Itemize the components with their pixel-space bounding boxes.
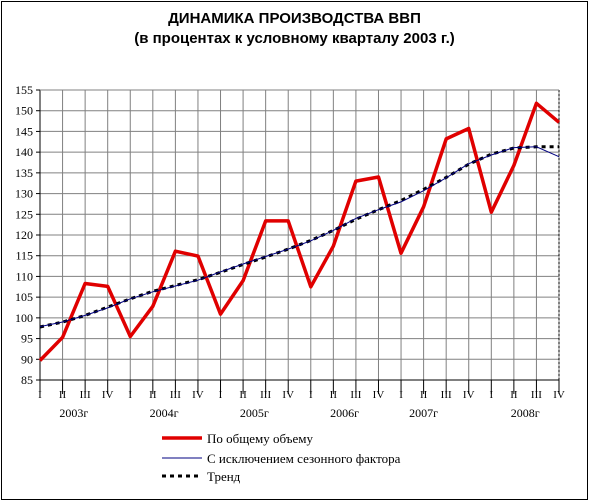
y-tick-label: 135: [15, 166, 33, 180]
series-line-1: [38, 101, 561, 362]
y-axis-tick-labels: 85 90 95 100 105 110 115 120 125 130 135 140 145 150 1…: [15, 83, 33, 387]
x-year-label: 2008г: [511, 406, 540, 420]
x-quarter-label: I: [309, 389, 313, 401]
y-tick-label: 150: [15, 104, 33, 118]
x-year-label: 2004г: [150, 406, 179, 420]
x-quarter-label: I: [128, 389, 132, 401]
series-layer: [38, 101, 561, 362]
x-quarter-label: IV: [192, 389, 204, 401]
plot-grid: [39, 89, 560, 381]
y-tick-label: 115: [15, 249, 33, 263]
x-quarter-label: I: [399, 389, 403, 401]
chart-title: ДИНАМИКА ПРОИЗВОДСТВА ВВП: [168, 10, 421, 27]
y-tick-label: 95: [21, 332, 33, 346]
x-quarter-label: I: [219, 389, 223, 401]
x-quarter-label: IV: [553, 389, 565, 401]
x-quarter-label: IV: [463, 389, 475, 401]
series-line-2: [39, 146, 560, 328]
plot-axes: [36, 89, 560, 394]
x-quarter-label: III: [441, 389, 452, 401]
y-tick-label: 125: [15, 207, 33, 221]
x-quarter-label: III: [170, 389, 181, 401]
x-quarter-label: I: [38, 389, 42, 401]
x-quarter-label: II: [59, 389, 67, 401]
y-tick-label: 105: [15, 290, 33, 304]
x-quarter-label: I: [489, 389, 493, 401]
x-year-label: 2007г: [409, 406, 438, 420]
x-quarter-label: II: [510, 389, 518, 401]
legend-label: Тренд: [207, 469, 241, 484]
x-quarter-label: III: [260, 389, 271, 401]
y-tick-label: 110: [15, 269, 33, 283]
x-quarter-label: II: [239, 389, 247, 401]
y-tick-label: 140: [15, 145, 33, 159]
x-axis-tick-labels: I II III IV I II III IV I II III IV I II III IV I II III IV…: [38, 389, 565, 420]
y-tick-label: 130: [15, 187, 33, 201]
x-quarter-label: IV: [282, 389, 294, 401]
x-quarter-label: II: [149, 389, 157, 401]
x-quarter-label: IV: [102, 389, 114, 401]
chart-legend: По общему объему С исключением сезонного …: [162, 431, 401, 484]
y-tick-label: 155: [15, 83, 33, 97]
x-quarter-label: III: [531, 389, 542, 401]
x-quarter-label: III: [350, 389, 361, 401]
legend-label: По общему объему: [207, 431, 314, 446]
y-tick-label: 85: [21, 373, 33, 387]
y-tick-label: 100: [15, 311, 33, 325]
x-year-label: 2006г: [330, 406, 359, 420]
x-quarter-label: II: [330, 389, 338, 401]
y-tick-label: 145: [15, 124, 33, 138]
legend-label: С исключением сезонного фактора: [207, 451, 401, 466]
x-quarter-label: III: [80, 389, 91, 401]
x-year-label: 2003г: [59, 406, 88, 420]
y-tick-label: 90: [21, 352, 33, 366]
chart-subtitle: (в процентах к условному кварталу 2003 г…: [134, 30, 455, 47]
x-quarter-label: IV: [373, 389, 385, 401]
x-year-label: 2005г: [240, 406, 269, 420]
y-tick-label: 120: [15, 228, 33, 242]
x-quarter-label: II: [420, 389, 428, 401]
